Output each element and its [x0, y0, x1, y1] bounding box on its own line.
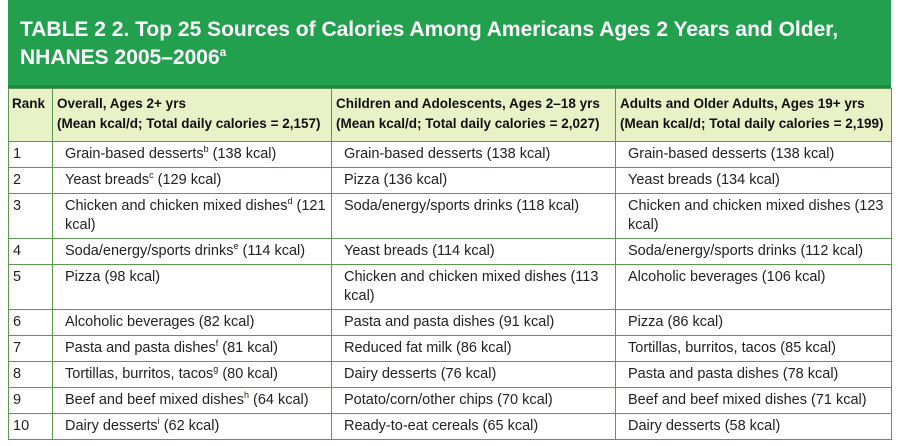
table-row: 10 Dairy dessertsi (62 kcal) Ready-to-eat … — [8, 413, 892, 440]
title-line-2: NHANES 2005–2006 — [20, 46, 220, 69]
adults-cell: Pizza (86 kcal) — [615, 309, 892, 336]
table-row: 3 Chicken and chicken mixed dishesd (121 … — [8, 193, 892, 239]
footnote-mark: e — [233, 241, 239, 251]
overall-cell: Alcoholic beverages (82 kcal) — [52, 309, 332, 336]
footnote-mark: d — [287, 196, 293, 206]
children-cell: Soda/energy/sports drinks (118 kcal) — [331, 193, 616, 239]
adults-header-subtitle: (Mean kcal/d; Total daily calories = 2,1… — [620, 116, 884, 131]
table-figure: TABLE 2 2. Top 25 Sources of Calories Am… — [8, 0, 892, 446]
overall-cell: Pizza (98 kcal) — [52, 264, 332, 310]
rank-cell: 10 — [8, 413, 53, 440]
rank-header: Rank — [8, 88, 53, 142]
overall-cell: Dairy dessertsi (62 kcal) — [52, 413, 332, 440]
children-cell: Ready-to-eat cereals (65 kcal) — [331, 413, 616, 440]
header-row: Rank Overall, Ages 2+ yrs (Mean kcal/d; … — [8, 88, 892, 142]
rank-cell: 9 — [8, 387, 53, 414]
overall-kcal: (81 kcal) — [218, 340, 278, 356]
overall-cell: Grain-based dessertsb (138 kcal) — [52, 141, 332, 168]
overall-cell: Beef and beef mixed dishesh (64 kcal) — [52, 387, 332, 414]
rank-cell: 8 — [8, 361, 53, 388]
title-footnote-mark: a — [219, 45, 227, 59]
table-row: 4 Soda/energy/sports drinkse (114 kcal) Ye… — [8, 238, 892, 265]
adults-cell: Tortillas, burritos, tacos (85 kcal) — [615, 335, 892, 362]
overall-food: Chicken and chicken mixed dishes — [65, 198, 288, 214]
children-cell: Pizza (136 kcal) — [331, 167, 616, 194]
table-row: 9 Beef and beef mixed dishesh (64 kcal) Po… — [8, 387, 892, 414]
overall-kcal: (138 kcal) — [208, 146, 277, 162]
footnote-mark: c — [149, 170, 154, 180]
table-title: TABLE 2 2. Top 25 Sources of Calories Am… — [8, 0, 891, 88]
overall-food: Pasta and pasta dishes — [65, 340, 216, 356]
footnote-mark: i — [157, 416, 160, 426]
overall-food: Beef and beef mixed dishes — [65, 392, 244, 408]
overall-cell: Chicken and chicken mixed dishesd (121 k… — [52, 193, 332, 239]
adults-cell: Alcoholic beverages (106 kcal) — [615, 264, 892, 310]
adults-cell: Chicken and chicken mixed dishes (123 kc… — [615, 193, 892, 239]
footnote-mark: g — [213, 364, 219, 374]
footnote-mark: f — [215, 338, 219, 348]
overall-kcal: (114 kcal) — [238, 243, 306, 259]
calorie-sources-table: Rank Overall, Ages 2+ yrs (Mean kcal/d; … — [8, 88, 892, 440]
rank-cell: 4 — [8, 238, 53, 265]
overall-kcal: (62 kcal) — [159, 418, 220, 434]
title-line-1: TABLE 2 2. Top 25 Sources of Calories Am… — [20, 18, 839, 41]
rank-cell: 6 — [8, 309, 53, 336]
table-row: 6 Alcoholic beverages (82 kcal) Pasta and … — [8, 309, 892, 336]
adults-cell: Grain-based desserts (138 kcal) — [615, 141, 892, 168]
overall-kcal: (80 kcal) — [218, 366, 278, 382]
overall-cell: Soda/energy/sports drinkse (114 kcal) — [52, 238, 332, 265]
children-cell: Reduced fat milk (86 kcal) — [331, 335, 616, 362]
children-cell: Grain-based desserts (138 kcal) — [331, 141, 616, 168]
overall-food: Dairy desserts — [65, 418, 158, 434]
adults-cell: Soda/energy/sports drinks (112 kcal) — [615, 238, 892, 265]
children-header-title: Children and Adolescents, Ages 2–18 yrs — [336, 96, 600, 111]
table-row: 7 Pasta and pasta dishesf (81 kcal) Reduce… — [8, 335, 892, 362]
rank-cell: 3 — [8, 193, 53, 239]
overall-food: Tortillas, burritos, tacos — [65, 366, 214, 382]
overall-cell: Yeast breadsc (129 kcal) — [52, 167, 332, 194]
footnote-mark: b — [203, 144, 209, 154]
rank-cell: 2 — [8, 167, 53, 194]
children-header-subtitle: (Mean kcal/d; Total daily calories = 2,0… — [336, 116, 600, 131]
table-row: 8 Tortillas, burritos, tacosg (80 kcal) Da… — [8, 361, 892, 388]
overall-food: Alcoholic beverages (82 kcal) — [65, 314, 255, 330]
overall-cell: Tortillas, burritos, tacosg (80 kcal) — [52, 361, 332, 388]
overall-kcal: (64 kcal) — [248, 392, 309, 408]
children-cell: Chicken and chicken mixed dishes (113 kc… — [331, 264, 616, 310]
overall-header-subtitle: (Mean kcal/d; Total daily calories = 2,1… — [57, 116, 321, 131]
children-cell: Yeast breads (114 kcal) — [331, 238, 616, 265]
table-row: 5 Pizza (98 kcal) Chicken and chicken mixe… — [8, 264, 892, 310]
overall-food: Yeast breads — [65, 172, 150, 188]
overall-kcal: (121 kcal) — [65, 198, 326, 233]
overall-header-title: Overall, Ages 2+ yrs — [57, 96, 186, 111]
adults-header: Adults and Older Adults, Ages 19+ yrs (M… — [615, 88, 892, 142]
overall-food: Soda/energy/sports drinks — [65, 243, 234, 259]
table-row: 2 Yeast breadsc (129 kcal) Pizza (136 kcal… — [8, 167, 892, 194]
adults-cell: Beef and beef mixed dishes (71 kcal) — [615, 387, 892, 414]
overall-header: Overall, Ages 2+ yrs (Mean kcal/d; Total… — [52, 88, 332, 142]
children-header: Children and Adolescents, Ages 2–18 yrs … — [331, 88, 616, 142]
adults-cell: Pasta and pasta dishes (78 kcal) — [615, 361, 892, 388]
rank-cell: 7 — [8, 335, 53, 362]
rank-cell: 5 — [8, 264, 53, 310]
footnote-mark: h — [243, 390, 249, 400]
children-cell: Pasta and pasta dishes (91 kcal) — [331, 309, 616, 336]
adults-cell: Yeast breads (134 kcal) — [615, 167, 892, 194]
children-cell: Potato/corn/other chips (70 kcal) — [331, 387, 616, 414]
overall-kcal: (129 kcal) — [153, 172, 222, 188]
adults-cell: Dairy desserts (58 kcal) — [615, 413, 892, 440]
children-cell: Dairy desserts (76 kcal) — [331, 361, 616, 388]
overall-food: Pizza (98 kcal) — [65, 269, 161, 285]
adults-header-title: Adults and Older Adults, Ages 19+ yrs — [620, 96, 865, 111]
overall-food: Grain-based desserts — [65, 146, 204, 162]
overall-cell: Pasta and pasta dishesf (81 kcal) — [52, 335, 332, 362]
table-row: 1 Grain-based dessertsb (138 kcal) Grain-b… — [8, 141, 892, 168]
rank-cell: 1 — [8, 141, 53, 168]
